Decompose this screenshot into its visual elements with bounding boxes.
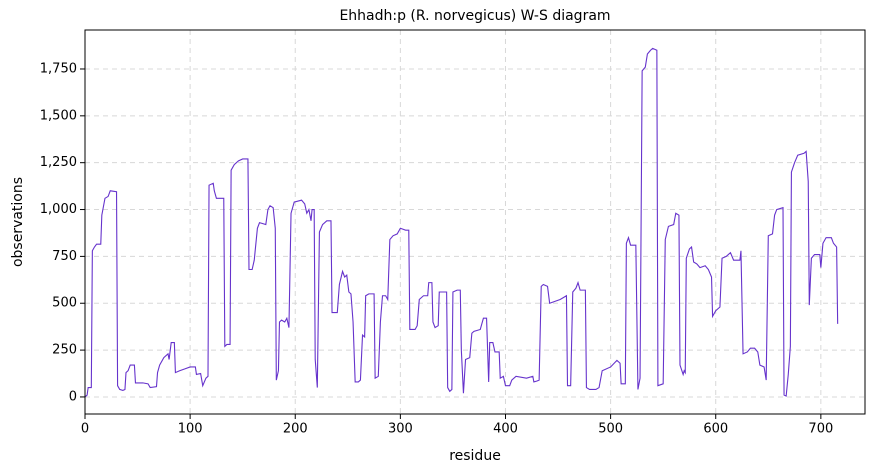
x-tick-label: 200 [283, 422, 308, 437]
data-line [84, 47, 839, 398]
y-tick-label: 1,500 [40, 108, 77, 123]
y-tick-label: 0 [69, 389, 77, 404]
y-axis-label: observations [10, 177, 26, 267]
y-tick-label: 1,000 [40, 202, 77, 217]
x-tick-label: 100 [178, 422, 203, 437]
x-tick-label: 400 [493, 422, 518, 437]
plot-frame [84, 29, 866, 415]
x-axis-label: residue [449, 448, 501, 464]
y-tick-label: 1,750 [40, 61, 77, 76]
y-tick-label: 500 [52, 296, 77, 311]
y-tick-label: 250 [52, 343, 77, 358]
y-tick-label: 1,250 [40, 155, 77, 170]
x-tick-label: 500 [598, 422, 623, 437]
y-tick-label: 750 [52, 249, 77, 264]
x-tick-label: 600 [703, 422, 728, 437]
x-tick-label: 0 [81, 422, 89, 437]
chart-title: Ehhadh:p (R. norvegicus) W-S diagram [339, 8, 610, 24]
x-tick-label: 300 [388, 422, 413, 437]
x-tick-label: 700 [808, 422, 833, 437]
